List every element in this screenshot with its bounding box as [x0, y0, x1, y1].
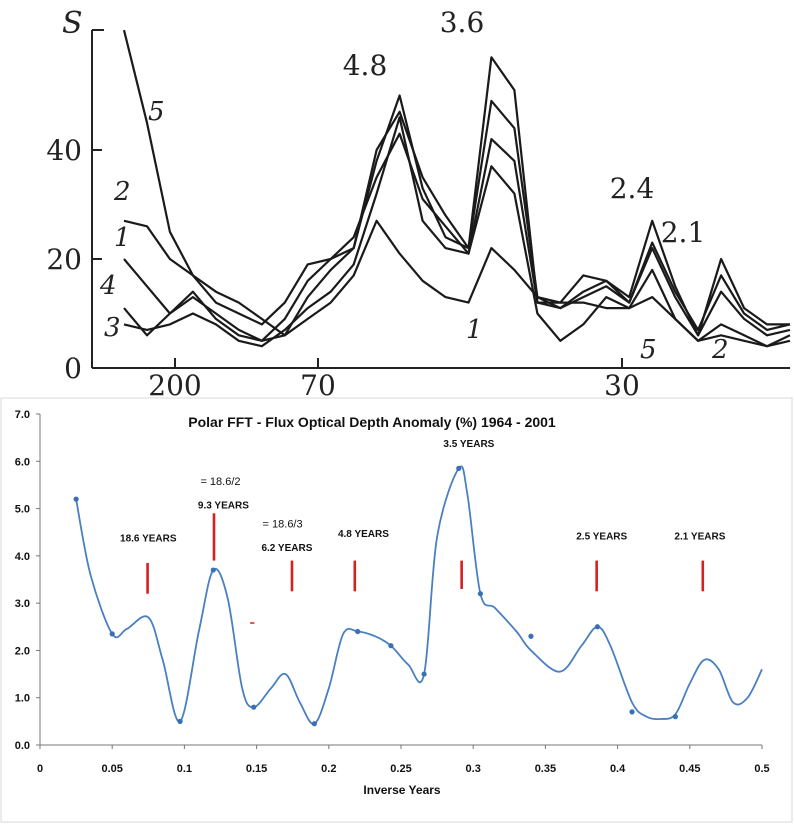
- peak-label: 2.4: [610, 172, 655, 205]
- chart-frame: [0, 397, 793, 823]
- peak-label: 2.1: [661, 216, 706, 249]
- curve-label: 1: [466, 315, 483, 345]
- x-tick-label: 0: [37, 763, 43, 775]
- curve-label: 4: [99, 271, 117, 301]
- top-spectrum-chart: S 0 20 40 200 70 30 4.8 3.6 2.42.1 5 2 1 4 3 1 5 2: [46, 6, 791, 397]
- period-annotation-label: 2.5 YEARS: [576, 531, 627, 542]
- polar-fft-chart: Polar FFT - Flux Optical Depth Anomaly (…: [0, 397, 793, 823]
- x-tick-label: 0.3: [466, 763, 481, 775]
- period-annotation-label: 6.2 YEARS: [261, 543, 312, 554]
- data-point-marker: [477, 591, 484, 597]
- data-point-marker: [355, 628, 361, 635]
- x-tick-label: 0.2: [321, 763, 336, 775]
- period-annotation-label: = 18.6/2: [200, 476, 240, 488]
- curve-label: 5: [148, 97, 165, 127]
- x-tick-label: 30: [604, 369, 640, 397]
- period-annotation-label: 18.6 YEARS: [120, 534, 177, 545]
- data-point-marker: [109, 631, 115, 637]
- data-point-marker: [672, 714, 678, 720]
- y-tick-label: 4.0: [15, 551, 30, 563]
- data-point-marker: [594, 624, 600, 630]
- curve-label: 2: [711, 335, 729, 365]
- y-tick-label: 20: [46, 243, 82, 276]
- period-annotation-label: = 18.6/3: [263, 518, 303, 530]
- series-line-2: [123, 99, 790, 337]
- y-tick-label: 7.0: [15, 409, 30, 421]
- x-tick-label: 0.5: [754, 763, 769, 775]
- curve-label: 2: [113, 177, 131, 207]
- y-tick-label: 0.0: [15, 740, 30, 752]
- x-tick-label: 0.35: [535, 763, 556, 775]
- chart-title: Polar FFT - Flux Optical Depth Anomaly (…: [188, 414, 556, 430]
- series-line-3: [123, 116, 791, 348]
- peak-label: 3.6: [440, 6, 485, 39]
- fft-series-line: [75, 465, 763, 725]
- curve-label: 3: [104, 313, 121, 343]
- data-point-marker: [311, 721, 317, 727]
- series-line-5: [122, 29, 791, 348]
- curve-label: 1: [114, 223, 131, 253]
- peak-label: 4.8: [343, 49, 388, 82]
- x-tick-label: 0.25: [390, 763, 411, 775]
- x-tick-label: 70: [300, 369, 336, 397]
- data-point-marker: [251, 704, 257, 710]
- curve-label: 5: [640, 335, 657, 365]
- x-tick-label: 0.4: [610, 763, 626, 775]
- y-tick-label: 0: [64, 352, 82, 385]
- period-annotation-label: 2.1 YEARS: [674, 531, 725, 542]
- data-point-marker: [629, 709, 635, 715]
- period-annotation-label: 4.8 YEARS: [338, 529, 389, 540]
- x-axis-label: Inverse Years: [363, 783, 441, 797]
- x-tick-label: 0.1: [177, 763, 192, 775]
- x-tick-label: 0.15: [246, 763, 267, 775]
- x-tick-label: 0.45: [679, 763, 700, 775]
- data-point-marker: [388, 643, 394, 649]
- y-tick-label: 6.0: [15, 456, 30, 468]
- series-line-4: [123, 56, 791, 342]
- x-tick-label: 0.05: [101, 763, 122, 775]
- period-annotation-label: 3.5 YEARS: [443, 439, 494, 450]
- data-point-marker: [73, 496, 79, 502]
- y-tick-label: 2.0: [15, 645, 30, 657]
- data-point-marker: [210, 567, 216, 573]
- y-tick-label: 5.0: [15, 504, 30, 516]
- y-axis-label: S: [62, 6, 83, 41]
- y-tick-label: 3.0: [15, 598, 30, 610]
- x-tick-label: 200: [148, 369, 201, 397]
- period-annotation-label: 9.3 YEARS: [198, 501, 249, 512]
- data-point-marker: [177, 718, 183, 724]
- data-point-marker: [456, 465, 462, 471]
- y-tick-label: 40: [46, 134, 82, 167]
- y-tick-label: 1.0: [15, 693, 30, 705]
- data-point-marker: [421, 671, 427, 677]
- data-point-marker: [528, 633, 534, 639]
